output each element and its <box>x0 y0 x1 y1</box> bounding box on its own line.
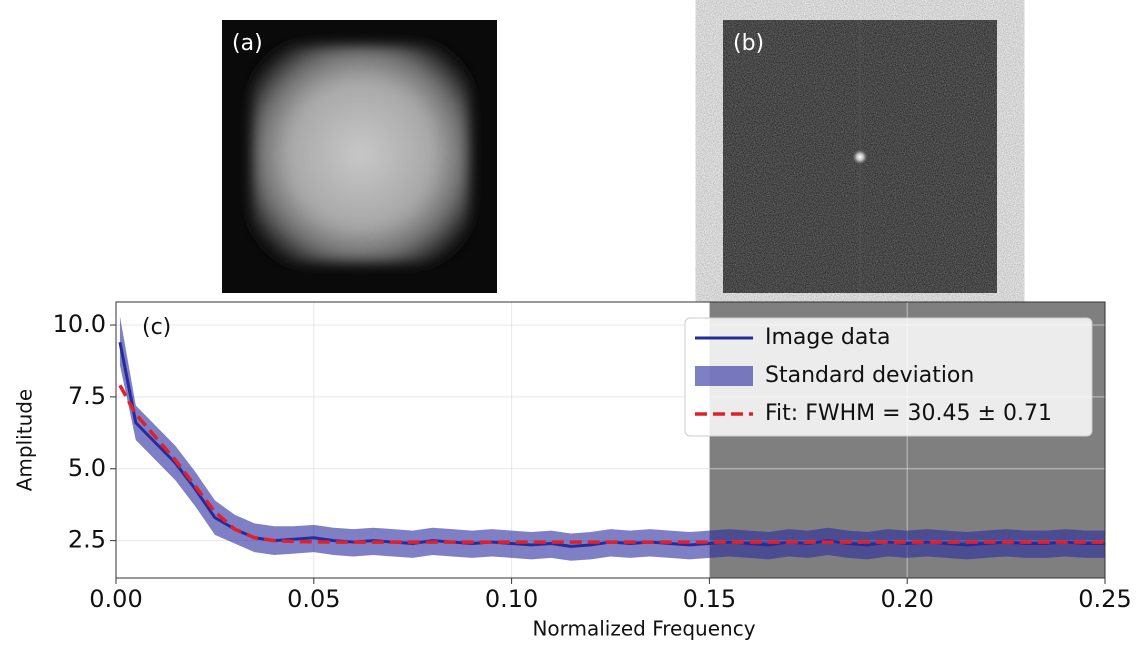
image-b: (b) <box>723 20 997 293</box>
legend-box <box>684 317 1093 437</box>
legend-label: Fit: FWHM = 30.45 ± 0.71 <box>765 401 1052 426</box>
x-tick-label: 0.20 <box>880 585 933 613</box>
y-axis-label: Amplitude <box>13 389 37 492</box>
x-tick-label: 0.00 <box>89 585 142 613</box>
legend-label: Image data <box>765 325 890 350</box>
series-line <box>118 384 1105 544</box>
legend-swatch <box>695 366 753 386</box>
plot-frame <box>115 301 1106 579</box>
panel-label: (b) <box>733 31 764 56</box>
x-tick-label: 0.25 <box>1078 585 1131 613</box>
y-tick-label: 2.5 <box>68 526 106 554</box>
panel-label: (a) <box>232 31 263 56</box>
panel-label: (c) <box>142 315 171 340</box>
image-a: (a) <box>222 20 497 293</box>
y-tick-label: 7.5 <box>68 382 106 410</box>
y-tick-label: 5.0 <box>68 454 106 482</box>
plot-data <box>118 316 1105 561</box>
x-axis-label: Normalized Frequency <box>532 617 755 641</box>
y-tick-label: 10.0 <box>53 310 106 338</box>
x-tick-label: 0.15 <box>683 585 736 613</box>
x-tick-label: 0.05 <box>287 585 340 613</box>
x-tick-label: 0.10 <box>485 585 538 613</box>
std-band <box>119 316 1105 561</box>
legend-label: Standard deviation <box>765 363 974 388</box>
